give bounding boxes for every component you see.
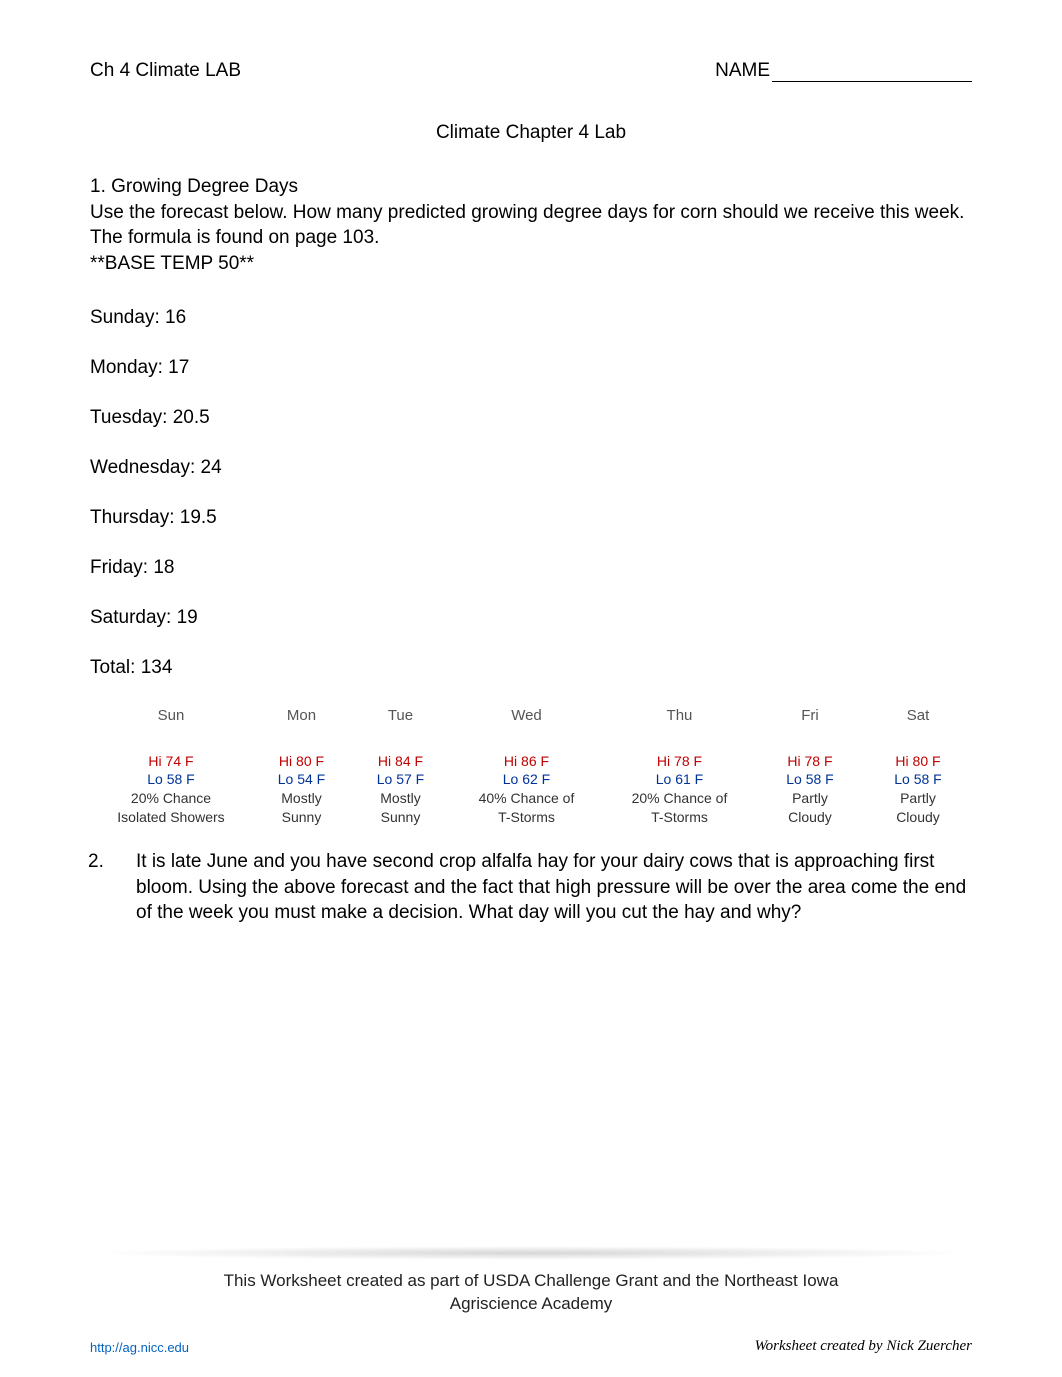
forecast-lo: Lo 54 F	[252, 770, 351, 789]
forecast-header-cell: Fri	[756, 707, 864, 752]
footer-main-line2: Agriscience Academy	[450, 1294, 613, 1313]
forecast-day-cell: Hi 80 FLo 58 FPartlyCloudy	[864, 752, 972, 828]
forecast-cond-line1: Partly	[864, 789, 972, 808]
forecast-cond-line1: Partly	[756, 789, 864, 808]
forecast-cond-line1: Mostly	[351, 789, 450, 808]
forecast-day-cell: Hi 84 FLo 57 FMostlySunny	[351, 752, 450, 828]
footer-bottom-row: http://ag.nicc.edu Worksheet created by …	[90, 1338, 972, 1355]
forecast-header-cell: Mon	[252, 707, 351, 752]
answer-friday: Friday: 18	[90, 557, 972, 579]
name-field: NAME	[715, 60, 972, 82]
footer-shadow	[90, 1246, 972, 1260]
forecast-cond-line2: T-Storms	[603, 808, 756, 827]
answer-saturday: Saturday: 19	[90, 607, 972, 629]
forecast-hi: Hi 78 F	[756, 752, 864, 771]
forecast-cond-line2: Sunny	[351, 808, 450, 827]
forecast-lo: Lo 58 F	[864, 770, 972, 789]
forecast-body-row: Hi 74 FLo 58 F20% ChanceIsolated Showers…	[90, 752, 972, 828]
forecast-table: SunMonTueWedThuFriSat Hi 74 FLo 58 F20% …	[90, 707, 972, 828]
forecast-day-cell: Hi 80 FLo 54 FMostlySunny	[252, 752, 351, 828]
forecast-header-cell: Thu	[603, 707, 756, 752]
footer-band: This Worksheet created as part of USDA C…	[0, 1226, 1062, 1377]
worksheet-page: Ch 4 Climate LAB NAME Climate Chapter 4 …	[0, 0, 1062, 1377]
forecast-cond-line2: Cloudy	[756, 808, 864, 827]
forecast-header-cell: Sun	[90, 707, 252, 752]
forecast-lo: Lo 58 F	[756, 770, 864, 789]
forecast-header-cell: Sat	[864, 707, 972, 752]
q2-block: 2.It is late June and you have second cr…	[90, 849, 972, 926]
answer-monday: Monday: 17	[90, 357, 972, 379]
forecast-header-cell: Wed	[450, 707, 603, 752]
answer-total: Total: 134	[90, 657, 972, 679]
footer-credit: Worksheet created by Nick Zuercher	[755, 1338, 972, 1355]
q2-number: 2.	[112, 849, 136, 875]
q1-base-temp: **BASE TEMP 50**	[90, 251, 972, 277]
name-blank-line	[772, 61, 972, 82]
forecast-lo: Lo 57 F	[351, 770, 450, 789]
forecast-hi: Hi 80 F	[864, 752, 972, 771]
answer-sunday: Sunday: 16	[90, 307, 972, 329]
answer-thursday: Thursday: 19.5	[90, 507, 972, 529]
forecast-cond-line2: Sunny	[252, 808, 351, 827]
forecast-hi: Hi 78 F	[603, 752, 756, 771]
forecast-day-cell: Hi 78 FLo 58 FPartlyCloudy	[756, 752, 864, 828]
forecast-lo: Lo 61 F	[603, 770, 756, 789]
forecast-cond-line2: Cloudy	[864, 808, 972, 827]
forecast-day-cell: Hi 86 FLo 62 F40% Chance ofT-Storms	[450, 752, 603, 828]
forecast-lo: Lo 62 F	[450, 770, 603, 789]
name-label: NAME	[715, 60, 770, 82]
forecast-cond-line1: Mostly	[252, 789, 351, 808]
q1-block: 1. Growing Degree Days Use the forecast …	[90, 174, 972, 277]
forecast-lo: Lo 58 F	[90, 770, 252, 789]
forecast-day-cell: Hi 78 FLo 61 F20% Chance ofT-Storms	[603, 752, 756, 828]
forecast-cond-line1: 40% Chance of	[450, 789, 603, 808]
answer-wednesday: Wednesday: 24	[90, 457, 972, 479]
footer-main: This Worksheet created as part of USDA C…	[90, 1270, 972, 1316]
q1-heading: 1. Growing Degree Days	[90, 174, 972, 200]
answer-tuesday: Tuesday: 20.5	[90, 407, 972, 429]
forecast-header-row: SunMonTueWedThuFriSat	[90, 707, 972, 752]
forecast-hi: Hi 84 F	[351, 752, 450, 771]
forecast-cond-line2: Isolated Showers	[90, 808, 252, 827]
forecast-header-cell: Tue	[351, 707, 450, 752]
page-title: Climate Chapter 4 Lab	[90, 122, 972, 144]
footer-main-line1: This Worksheet created as part of USDA C…	[224, 1271, 839, 1290]
q2-text: It is late June and you have second crop…	[136, 851, 966, 923]
forecast-cond-line2: T-Storms	[450, 808, 603, 827]
forecast-cond-line1: 20% Chance of	[603, 789, 756, 808]
forecast-day-cell: Hi 74 FLo 58 F20% ChanceIsolated Showers	[90, 752, 252, 828]
forecast-cond-line1: 20% Chance	[90, 789, 252, 808]
footer-link[interactable]: http://ag.nicc.edu	[90, 1340, 189, 1355]
forecast-hi: Hi 74 F	[90, 752, 252, 771]
forecast-hi: Hi 80 F	[252, 752, 351, 771]
q1-body: Use the forecast below. How many predict…	[90, 200, 972, 251]
header-left: Ch 4 Climate LAB	[90, 60, 241, 82]
header-row: Ch 4 Climate LAB NAME	[90, 60, 972, 82]
forecast-hi: Hi 86 F	[450, 752, 603, 771]
